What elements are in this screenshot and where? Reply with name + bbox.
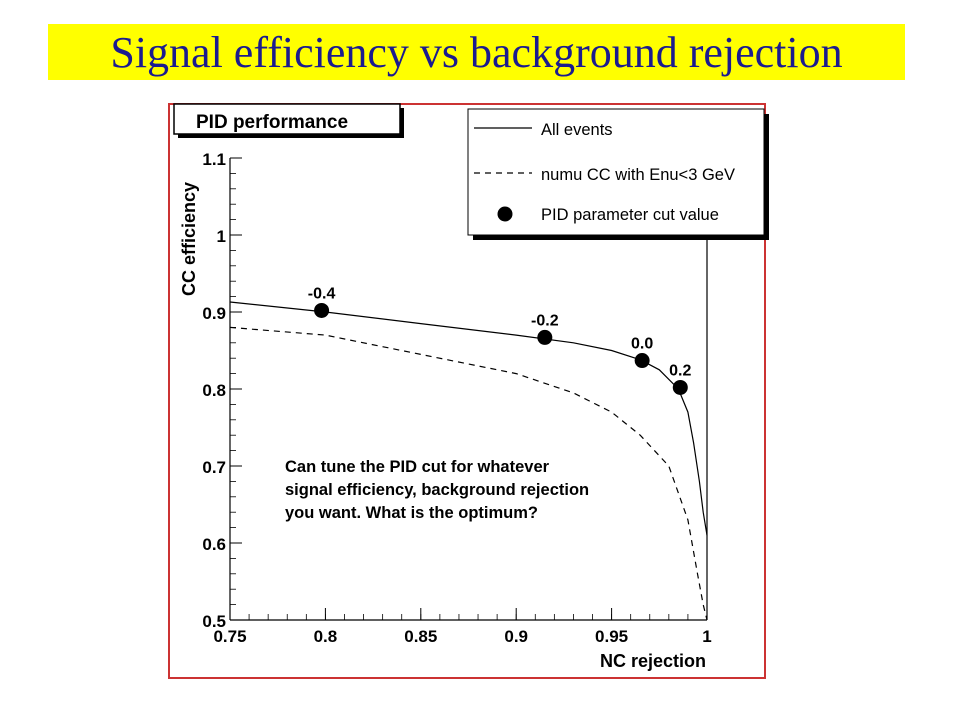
- chart-title: PID performance: [196, 112, 348, 133]
- legend-entry-numu-cc: numu CC with Enu<3 GeV: [541, 166, 735, 184]
- x-tick-label: 0.75: [213, 627, 246, 646]
- y-tick-label: 0.8: [202, 381, 226, 400]
- slide-title: Signal efficiency vs background rejectio…: [110, 27, 843, 77]
- x-tick-label: 0.9: [504, 627, 528, 646]
- cut-value-label: -0.4: [308, 285, 336, 302]
- cut-value-marker: [537, 329, 553, 345]
- annotation-text: Can tune the PID cut for whatever signal…: [285, 458, 590, 522]
- y-axis-label: CC efficiency: [179, 182, 199, 296]
- x-tick-label: 0.85: [404, 627, 437, 646]
- all-events-series-line: [229, 301, 708, 536]
- cut-value-marker: [672, 379, 688, 395]
- numu-cc-series-line: [229, 326, 708, 621]
- slide-title-box: Signal efficiency vs background rejectio…: [48, 24, 905, 80]
- cut-value-marker: [314, 302, 330, 318]
- y-tick-label: 1.1: [202, 150, 226, 169]
- chart-title-box: [173, 103, 401, 135]
- y-tick-label: 0.5: [202, 612, 226, 631]
- cut-value-label: 0.2: [669, 362, 691, 379]
- x-tick-label: 0.8: [314, 627, 338, 646]
- y-tick-label: 0.7: [202, 458, 226, 477]
- cut-value-marker: [634, 353, 650, 369]
- x-tick-label: 0.95: [595, 627, 628, 646]
- legend-marker-swatch: [497, 206, 513, 222]
- cut-value-label: 0.0: [631, 336, 653, 353]
- x-tick-label: 1: [702, 627, 711, 646]
- legend-entry-all-events: All events: [541, 121, 613, 139]
- y-tick-label: 1: [217, 227, 226, 246]
- x-axis-label: NC rejection: [600, 651, 706, 671]
- legend-entry-cut-value: PID parameter cut value: [541, 206, 719, 224]
- y-tick-label: 0.9: [202, 304, 226, 323]
- legend-box: [467, 108, 765, 236]
- y-tick-label: 0.6: [202, 535, 226, 554]
- cut-value-label: -0.2: [531, 312, 559, 329]
